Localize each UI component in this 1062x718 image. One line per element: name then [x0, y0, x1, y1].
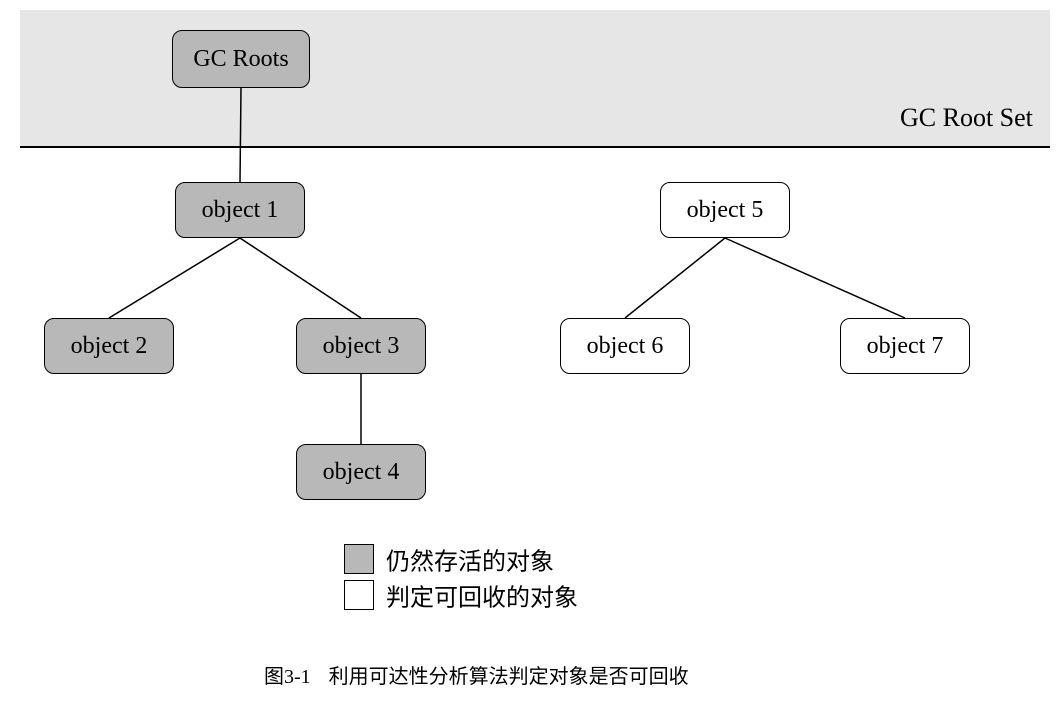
figure-caption-prefix: 图3-1 [264, 666, 311, 688]
node-obj5-label: object 5 [687, 197, 764, 224]
legend-swatch-1 [344, 580, 374, 610]
node-gcroots-label: GC Roots [193, 46, 288, 73]
node-obj5: object 5 [660, 182, 790, 238]
node-obj7-label: object 7 [867, 333, 944, 360]
legend-label-1: 判定可回收的对象 [386, 578, 578, 613]
node-obj4-label: object 4 [323, 459, 400, 486]
node-obj1-label: object 1 [202, 197, 279, 224]
node-obj2: object 2 [44, 318, 174, 374]
node-obj2-label: object 2 [71, 333, 148, 360]
node-obj3-label: object 3 [323, 333, 400, 360]
edge-obj5-obj6 [625, 238, 725, 318]
node-obj3: object 3 [296, 318, 426, 374]
legend-label-0: 仍然存活的对象 [386, 542, 554, 577]
node-obj6-label: object 6 [587, 333, 664, 360]
figure-caption-body: 利用可达性分析算法判定对象是否可回收 [329, 666, 689, 688]
node-obj1: object 1 [175, 182, 305, 238]
legend-swatch-0 [344, 544, 374, 574]
figure-caption: 图3-1 利用可达性分析算法判定对象是否可回收 [264, 660, 689, 689]
edge-obj5-obj7 [725, 238, 905, 318]
node-obj6: object 6 [560, 318, 690, 374]
edge-obj1-obj2 [109, 238, 240, 318]
edge-obj1-obj3 [240, 238, 361, 318]
node-gcroots: GC Roots [172, 30, 310, 88]
gc-root-set-label: GC Root Set [900, 103, 1033, 133]
node-obj4: object 4 [296, 444, 426, 500]
node-obj7: object 7 [840, 318, 970, 374]
